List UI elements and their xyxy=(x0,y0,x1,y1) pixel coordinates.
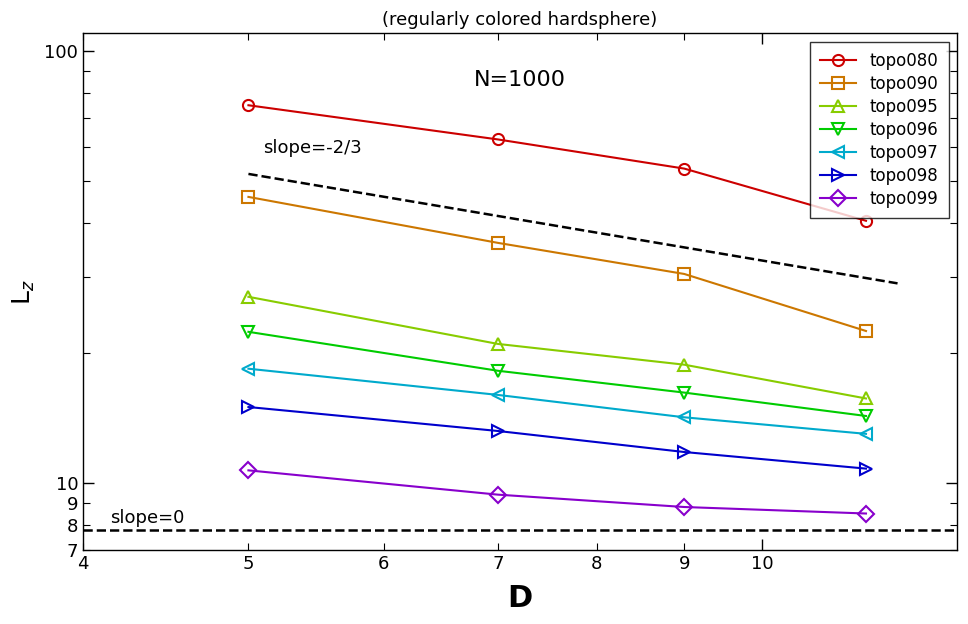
topo098 xyxy=(492,427,503,435)
topo090 xyxy=(861,327,872,334)
topo098 xyxy=(861,465,872,472)
topo099 xyxy=(679,504,690,511)
topo097 xyxy=(243,365,255,373)
Line: topo090: topo090 xyxy=(243,192,871,336)
Title: (regularly colored hardsphere): (regularly colored hardsphere) xyxy=(382,11,657,29)
topo097 xyxy=(861,430,872,437)
Line: topo097: topo097 xyxy=(243,363,871,439)
topo090 xyxy=(679,270,690,278)
topo095 xyxy=(492,340,503,348)
topo080 xyxy=(492,135,503,143)
Line: topo095: topo095 xyxy=(243,291,871,404)
topo095 xyxy=(861,395,872,402)
topo090 xyxy=(492,239,503,246)
X-axis label: D: D xyxy=(507,584,532,613)
topo095 xyxy=(243,293,255,301)
Line: topo098: topo098 xyxy=(243,401,871,474)
Text: slope=-2/3: slope=-2/3 xyxy=(263,139,362,157)
topo095 xyxy=(679,361,690,368)
topo090 xyxy=(243,193,255,201)
Text: N=1000: N=1000 xyxy=(474,70,566,90)
topo096 xyxy=(861,412,872,420)
Text: slope=0: slope=0 xyxy=(110,509,185,527)
topo097 xyxy=(679,414,690,421)
topo098 xyxy=(679,448,690,456)
topo080 xyxy=(243,102,255,109)
topo096 xyxy=(243,328,255,336)
topo098 xyxy=(243,403,255,411)
topo096 xyxy=(679,389,690,396)
topo099 xyxy=(492,491,503,499)
Line: topo099: topo099 xyxy=(243,465,871,519)
topo097 xyxy=(492,391,503,399)
topo099 xyxy=(861,510,872,517)
topo099 xyxy=(243,467,255,474)
Line: topo096: topo096 xyxy=(243,326,871,422)
Line: topo080: topo080 xyxy=(243,100,871,227)
topo096 xyxy=(492,367,503,374)
topo080 xyxy=(861,217,872,225)
Y-axis label: L$_z$: L$_z$ xyxy=(11,279,38,305)
Legend: topo080, topo090, topo095, topo096, topo097, topo098, topo099: topo080, topo090, topo095, topo096, topo… xyxy=(810,42,949,218)
topo080 xyxy=(679,165,690,172)
